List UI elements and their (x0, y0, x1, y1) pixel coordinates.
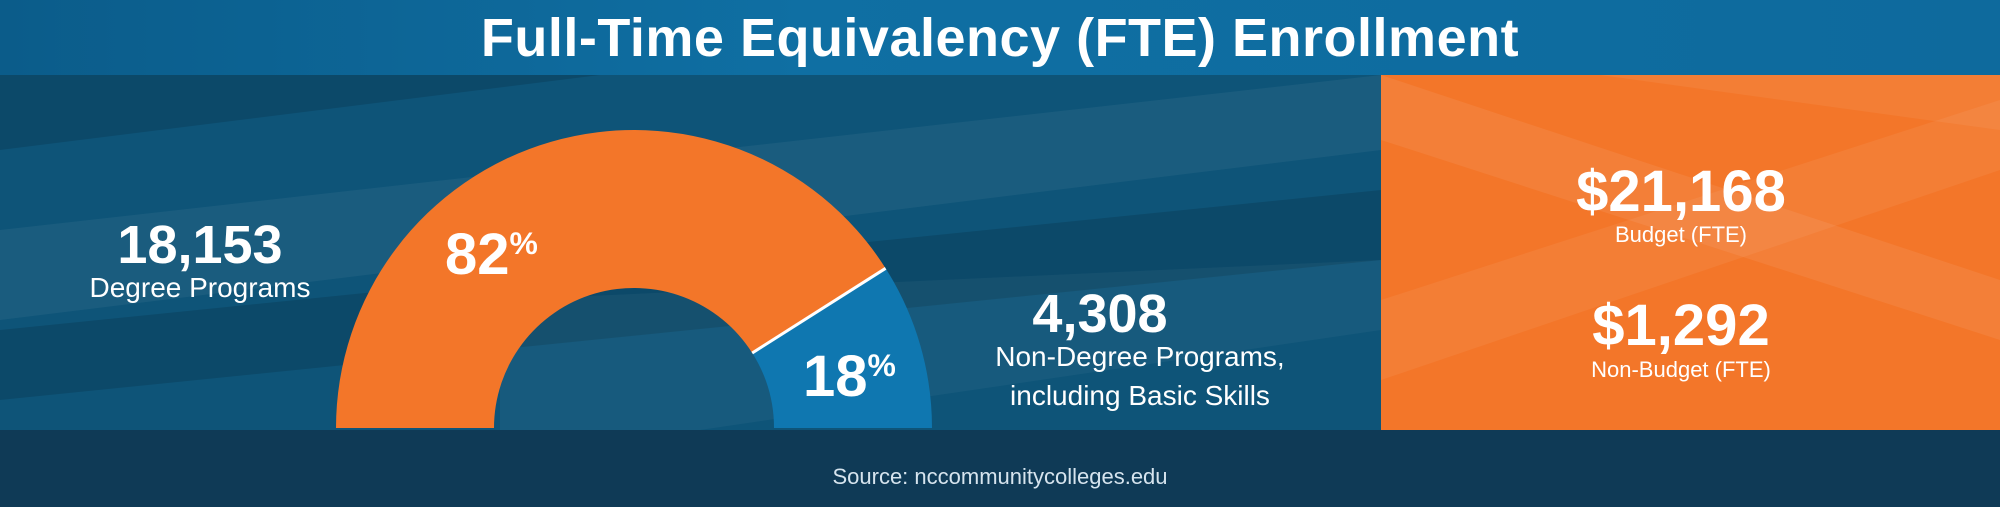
light-beam (1600, 75, 2000, 130)
degree-percent-sign: % (509, 225, 538, 261)
non-degree-percent-label: 18% (803, 343, 896, 410)
light-beam (1381, 75, 2000, 340)
source-note: Source: nccommunitycolleges.edu (832, 464, 1168, 489)
budget-panel (1381, 75, 2000, 432)
non-degree-slice (752, 268, 932, 428)
degree-percent-value: 82 (445, 222, 510, 287)
budget-label: Budget (FTE) (1614, 222, 1748, 247)
non-degree-label-line2: including Basic Skills (1010, 380, 1270, 411)
non-degree-count: 4,308 (1032, 284, 1168, 344)
degree-percent-label: 82% (445, 221, 538, 288)
light-beam (1381, 100, 2000, 380)
title-bar: Full-Time Equivalency (FTE) Enrollment (0, 0, 2000, 75)
slice-divider (751, 267, 887, 355)
shadow-beam (0, 75, 600, 150)
degree-count: 18,153 (117, 215, 283, 275)
non-budget-amount: $1,292 (1592, 293, 1770, 358)
non-degree-label-line1: Non-Degree Programs, (995, 341, 1285, 372)
chart-title: Full-Time Equivalency (FTE) Enrollment (480, 7, 1520, 68)
degree-label: Degree Programs (89, 272, 311, 303)
non-degree-percent-sign: % (867, 347, 896, 383)
budget-amount: $21,168 (1576, 159, 1786, 224)
footer-bar (0, 430, 2000, 507)
non-degree-percent-value: 18 (803, 344, 868, 409)
degree-slice (336, 130, 886, 428)
non-budget-label: Non-Budget (FTE) (1591, 357, 1771, 382)
